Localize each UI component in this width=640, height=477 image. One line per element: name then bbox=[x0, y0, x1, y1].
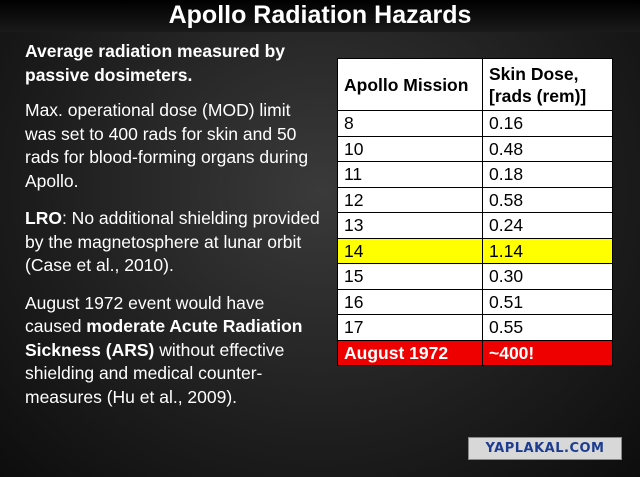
table-row-highlighted: 14 1.14 bbox=[337, 237, 613, 264]
dose-cell: 0.16 bbox=[482, 110, 613, 137]
lro-text: : No additional shielding provided by th… bbox=[25, 208, 320, 275]
table-header-row: Apollo Mission Skin Dose, [rads (rem)] bbox=[337, 58, 613, 111]
dose-cell: 1.14 bbox=[482, 237, 613, 264]
mission-cell: 15 bbox=[337, 263, 483, 290]
mission-cell: 16 bbox=[337, 288, 483, 315]
left-text-panel: Average radiation measured by passive do… bbox=[25, 40, 325, 423]
table-row: 13 0.24 bbox=[337, 212, 613, 239]
dose-cell: 0.51 bbox=[482, 288, 613, 315]
table-row: 15 0.30 bbox=[337, 263, 613, 290]
mission-cell: 13 bbox=[337, 212, 483, 239]
header-skin-dose: Skin Dose, [rads (rem)] bbox=[482, 58, 613, 111]
table-row: 17 0.55 bbox=[337, 314, 613, 341]
dose-table: Apollo Mission Skin Dose, [rads (rem)] 8… bbox=[337, 58, 613, 366]
table-row: 12 0.58 bbox=[337, 186, 613, 213]
table-row-alert: August 1972 ~400! bbox=[337, 339, 613, 366]
mission-cell: 10 bbox=[337, 135, 483, 162]
dose-cell: 0.24 bbox=[482, 212, 613, 239]
mission-cell: 14 bbox=[337, 237, 483, 264]
august-post: without effective shielding and medical … bbox=[25, 339, 285, 407]
title-bar bbox=[0, 0, 640, 32]
mission-cell: 17 bbox=[337, 314, 483, 341]
mission-cell: August 1972 bbox=[337, 339, 483, 366]
dose-cell: 0.48 bbox=[482, 135, 613, 162]
lead-paragraph: Average radiation measured by passive do… bbox=[25, 41, 286, 85]
mission-cell: 8 bbox=[337, 110, 483, 137]
table-row: 8 0.16 bbox=[337, 110, 613, 137]
slide-title: Apollo Radiation Hazards bbox=[168, 1, 472, 29]
dose-cell: ~400! bbox=[482, 339, 613, 366]
table-row: 10 0.48 bbox=[337, 135, 613, 162]
august-bold: moderate Acute Radiation Sickness (ARS) bbox=[25, 316, 303, 360]
dose-cell: 0.18 bbox=[482, 161, 613, 188]
lro-paragraph: LRO: No additional shielding provided by… bbox=[25, 207, 325, 278]
mod-paragraph: Max. operational dose (MOD) limit was se… bbox=[25, 100, 309, 191]
dose-cell: 0.30 bbox=[482, 263, 613, 290]
dose-cell: 0.58 bbox=[482, 186, 613, 213]
lro-label: LRO bbox=[25, 208, 62, 228]
header-mission: Apollo Mission bbox=[337, 58, 483, 111]
dose-cell: 0.55 bbox=[482, 314, 613, 341]
mission-cell: 12 bbox=[337, 186, 483, 213]
august-paragraph: August 1972 event would have caused mode… bbox=[25, 292, 325, 410]
watermark-logo: YAPLAKAL.COM bbox=[468, 437, 622, 460]
table-row: 16 0.51 bbox=[337, 288, 613, 315]
mission-cell: 11 bbox=[337, 161, 483, 188]
august-pre: August 1972 event would have caused bbox=[25, 292, 265, 337]
table-row: 11 0.18 bbox=[337, 161, 613, 188]
